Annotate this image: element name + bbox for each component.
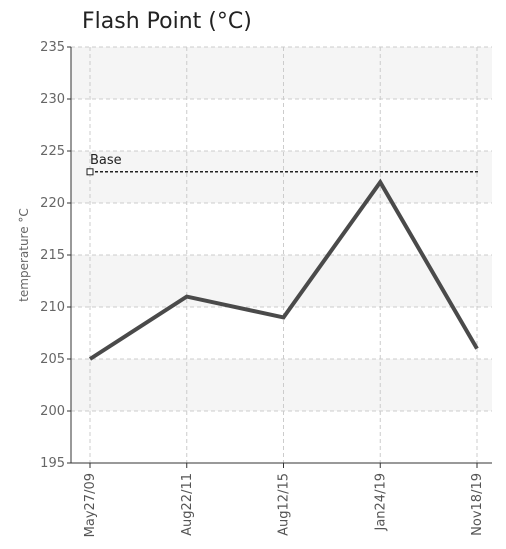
x-tick-label: Aug22/11 <box>180 473 195 536</box>
data-line <box>88 178 479 361</box>
y-tick-label: 225 <box>40 144 65 159</box>
y-tick-label: 210 <box>40 300 65 315</box>
y-tick-label: 205 <box>40 352 65 367</box>
reference-marker <box>86 168 94 176</box>
y-tick-label: 200 <box>40 404 65 419</box>
y-axis-label: temperature °C <box>17 208 31 302</box>
band <box>71 47 492 99</box>
x-tick-label: Jan24/19 <box>373 473 388 532</box>
y-tick-label: 235 <box>40 40 65 55</box>
chart-title: Flash Point (°C) <box>82 9 252 34</box>
x-tick-label: Nov18/19 <box>470 473 485 536</box>
y-tick-label: 195 <box>40 456 65 471</box>
reference-label: Base <box>90 153 122 168</box>
band <box>71 359 492 411</box>
x-tick-label: Aug12/15 <box>277 473 292 536</box>
band <box>71 255 492 307</box>
x-tick-label: May27/09 <box>83 473 98 537</box>
y-tick-label: 215 <box>40 248 65 263</box>
y-tick-label: 220 <box>40 196 65 211</box>
y-tick-label: 230 <box>40 92 65 107</box>
band <box>71 151 492 203</box>
